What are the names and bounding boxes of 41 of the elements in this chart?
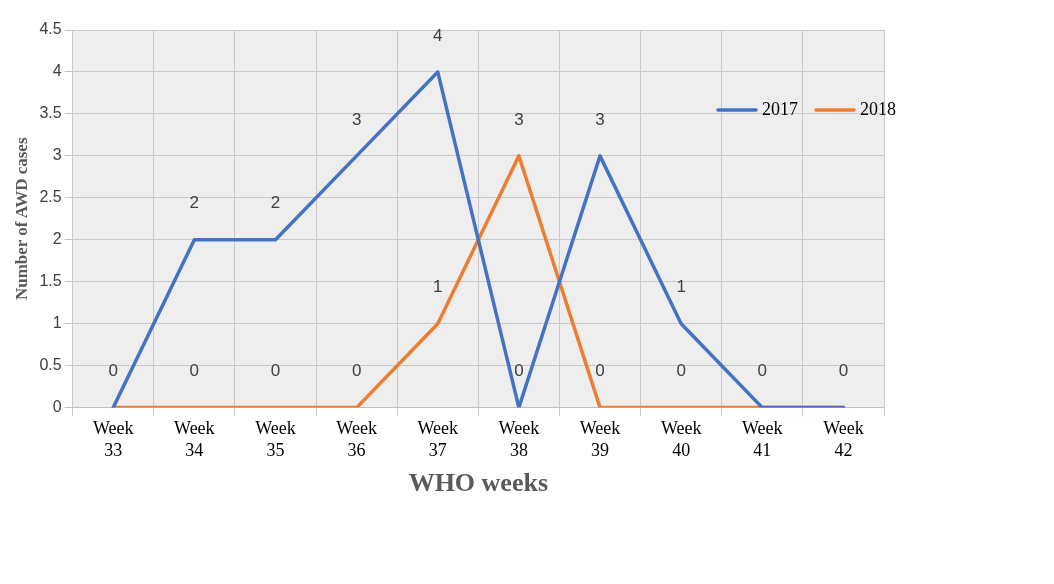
data-label: 0 — [676, 361, 686, 381]
x-tick-label: Week 40 — [660, 418, 702, 460]
data-label: 0 — [757, 361, 768, 381]
x-tick-label: Week 38 — [498, 418, 540, 460]
y-tick-label: 1 — [52, 314, 62, 332]
y-tick-label: 3 — [52, 146, 62, 164]
x-tick-label: Week 36 — [336, 418, 377, 460]
data-label: 3 — [351, 109, 362, 129]
x-tick-label: Week 34 — [174, 418, 215, 460]
x-tick-label: Week 39 — [579, 418, 621, 460]
y-tick-label: 4 — [52, 62, 62, 80]
y-tick-label: 0 — [52, 398, 62, 416]
y-tick-label: 4.5 — [39, 20, 62, 38]
y-tick-label: 3.5 — [39, 104, 62, 122]
x-tick-label: Week 35 — [255, 418, 296, 460]
data-label: 2 — [189, 193, 200, 213]
y-tick-label: 2.5 — [39, 188, 62, 206]
legend-label: 2018 — [860, 98, 896, 119]
x-tick-label: Week 33 — [92, 418, 134, 460]
data-label: 2 — [270, 193, 281, 213]
data-label: 1 — [676, 277, 686, 297]
x-tick-label: Week 42 — [823, 418, 864, 460]
data-label: 0 — [189, 361, 200, 381]
data-label: 0 — [351, 361, 362, 381]
data-label: 3 — [514, 109, 524, 129]
data-label: 4 — [433, 25, 443, 45]
data-label: 0 — [270, 361, 281, 381]
data-label: 0 — [514, 361, 524, 381]
y-axis-title: Number of AWD cases — [11, 137, 31, 301]
y-tick-label: 0.5 — [39, 356, 62, 374]
y-tick-label: 2 — [52, 230, 62, 248]
x-tick-label: Week 41 — [742, 418, 783, 460]
legend-label: 2017 — [762, 98, 798, 119]
x-tick-label: Week 37 — [417, 418, 459, 460]
data-label: 3 — [595, 109, 605, 129]
data-label: 0 — [595, 361, 605, 381]
data-label: 0 — [108, 361, 118, 381]
y-tick-label: 1.5 — [39, 272, 62, 290]
data-label: 1 — [433, 277, 443, 297]
x-axis-title: WHO weeks — [408, 468, 549, 498]
data-label: 0 — [838, 361, 849, 381]
